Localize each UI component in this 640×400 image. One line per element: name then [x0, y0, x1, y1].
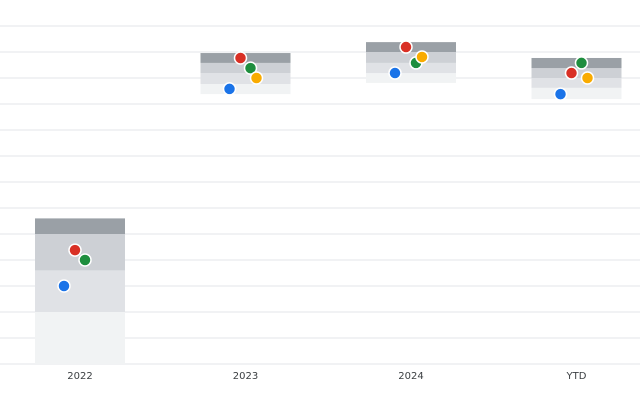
dot	[388, 66, 402, 80]
dot	[233, 51, 248, 65]
dot	[57, 279, 71, 293]
dot	[574, 56, 589, 70]
range-band	[366, 62, 456, 74]
range-band	[531, 78, 622, 88]
dot	[243, 61, 258, 75]
dot	[68, 243, 82, 257]
range-band	[35, 218, 125, 234]
dot	[553, 87, 568, 101]
x-tick-label: 2022	[67, 371, 92, 382]
dot	[564, 66, 579, 80]
dot	[580, 71, 595, 85]
range-band	[200, 73, 291, 84]
range-band	[531, 87, 622, 100]
x-tick-label: 2024	[398, 371, 423, 382]
dot	[415, 50, 429, 64]
dot	[78, 253, 92, 267]
x-tick-label: 2023	[233, 371, 258, 382]
dot	[222, 82, 237, 96]
dot	[249, 71, 264, 85]
x-tick-label: YTD	[566, 371, 587, 382]
range-band	[366, 73, 456, 83]
range-band	[366, 52, 456, 63]
range-band	[200, 83, 291, 95]
range-band	[35, 270, 125, 312]
range-band	[35, 312, 125, 364]
dot	[399, 40, 413, 54]
